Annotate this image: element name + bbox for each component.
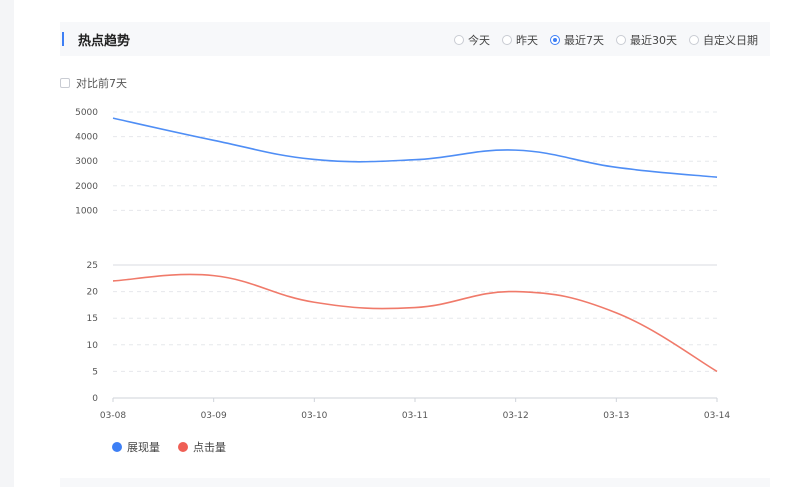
range-option-label: 最近7天 <box>564 34 604 47</box>
range-option-yesterday[interactable]: 昨天 <box>502 32 538 48</box>
y-tick-label: 15 <box>87 314 98 324</box>
chart-legend: 展现量 点击量 <box>112 439 226 455</box>
y-tick-label: 20 <box>87 288 99 298</box>
compare-label: 对比前7天 <box>76 77 127 90</box>
range-option-label: 今天 <box>468 34 490 47</box>
x-tick-label: 03-12 <box>503 411 529 421</box>
y-tick-label: 4000 <box>75 133 98 143</box>
section-title: 热点趋势 <box>78 34 131 49</box>
y-tick-label: 1000 <box>75 206 98 216</box>
range-option-label: 自定义日期 <box>703 34 758 47</box>
x-tick-label: 03-11 <box>402 411 428 421</box>
legend-dot-icon <box>178 442 188 452</box>
range-option-label: 昨天 <box>516 34 538 47</box>
legend-item-impressions[interactable]: 展现量 <box>112 439 160 455</box>
range-option-last-7-days[interactable]: 最近7天 <box>550 32 604 48</box>
x-tick-label: 03-14 <box>704 411 730 421</box>
trend-panel <box>14 0 800 487</box>
footer-strip <box>60 478 770 487</box>
legend-dot-icon <box>112 442 122 452</box>
x-tick-label: 03-08 <box>100 411 126 421</box>
x-tick-label: 03-10 <box>301 411 327 421</box>
y-tick-label: 25 <box>87 261 98 271</box>
x-tick-label: 03-13 <box>603 411 629 421</box>
legend-item-clicks[interactable]: 点击量 <box>178 439 226 455</box>
y-tick-label: 2000 <box>75 182 98 192</box>
series-line <box>112 273 718 373</box>
radio-icon[interactable] <box>616 35 626 45</box>
radio-icon[interactable] <box>502 35 512 45</box>
range-option-label: 最近30天 <box>630 34 677 47</box>
y-tick-label: 10 <box>87 341 99 351</box>
radio-selected-icon[interactable] <box>550 35 560 45</box>
trend-chart: 5000 4000 3000 2000 1000 25 20 15 10 5 003-08 03-09… <box>75 108 730 421</box>
range-option-today[interactable]: 今天 <box>454 32 490 48</box>
section-header: 热点趋势 今天 昨天 最近7天 最近30天 自定义日期 <box>60 22 770 56</box>
compare-previous-7-days[interactable]: 对比前7天 <box>60 75 127 91</box>
y-tick-label: 0 <box>92 394 98 404</box>
series-line <box>112 117 718 178</box>
radio-icon[interactable] <box>454 35 464 45</box>
range-option-custom-date[interactable]: 自定义日期 <box>689 32 758 48</box>
x-tick-label: 03-09 <box>201 411 227 421</box>
radio-icon[interactable] <box>689 35 699 45</box>
date-range-selector: 今天 昨天 最近7天 最近30天 自定义日期 <box>454 32 758 48</box>
title-accent-bar <box>62 32 64 46</box>
range-option-last-30-days[interactable]: 最近30天 <box>616 32 677 48</box>
y-tick-label: 5000 <box>75 108 98 118</box>
y-tick-label: 3000 <box>75 157 98 167</box>
legend-label: 点击量 <box>193 441 226 454</box>
legend-label: 展现量 <box>127 441 160 454</box>
y-tick-label: 5 <box>92 367 98 377</box>
checkbox-icon[interactable] <box>60 78 70 88</box>
